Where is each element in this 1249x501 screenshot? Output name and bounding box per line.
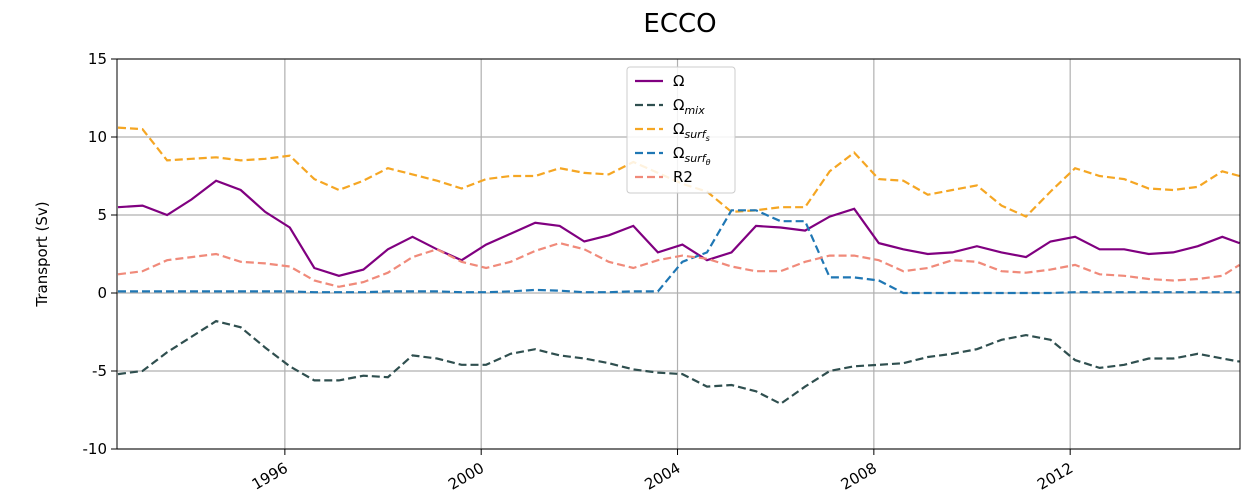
legend-name: Ω	[673, 96, 684, 114]
legend-name: Ω	[673, 72, 684, 90]
x-tick-label: 2012	[1034, 459, 1076, 494]
series-line	[117, 179, 1240, 277]
plot-frame	[116, 58, 1241, 450]
legend-subscript: mix	[684, 104, 705, 117]
legend-subscript: surf	[684, 128, 707, 141]
legend-subsubscript: s	[706, 134, 710, 143]
x-tick-label: 1996	[249, 459, 291, 494]
y-tick-label: -5	[92, 362, 107, 380]
series-line	[118, 209, 1240, 295]
y-tick-label: 10	[88, 128, 107, 146]
legend-label: Ωsurfs	[673, 120, 710, 143]
legend-name: Ω	[673, 120, 684, 138]
legend-subsubscript: θ	[706, 158, 711, 167]
legend-name: R2	[673, 168, 693, 186]
y-tick-label: 5	[97, 206, 107, 224]
y-tick-label: 0	[97, 284, 107, 302]
legend-name: Ω	[673, 144, 684, 162]
legend-label: Ωsurfθ	[673, 144, 711, 167]
x-tick-label: 2000	[445, 459, 487, 494]
legend-label: R2	[673, 168, 693, 186]
series-line	[117, 319, 1240, 406]
y-tick-label: -10	[83, 440, 108, 458]
x-tick-label: 2008	[838, 459, 880, 494]
legend-label: Ω	[673, 72, 684, 90]
y-axis-label: Transport (Sv)	[33, 201, 51, 307]
legend-box	[626, 66, 736, 194]
y-tick-label: 15	[88, 50, 107, 68]
legend-label: Ωmix	[673, 96, 705, 117]
series-line	[117, 126, 1240, 218]
legend-subscript: surf	[684, 152, 707, 165]
chart-title: ECCO	[643, 9, 716, 39]
x-tick-label: 2004	[641, 459, 683, 494]
series-line	[117, 241, 1241, 288]
